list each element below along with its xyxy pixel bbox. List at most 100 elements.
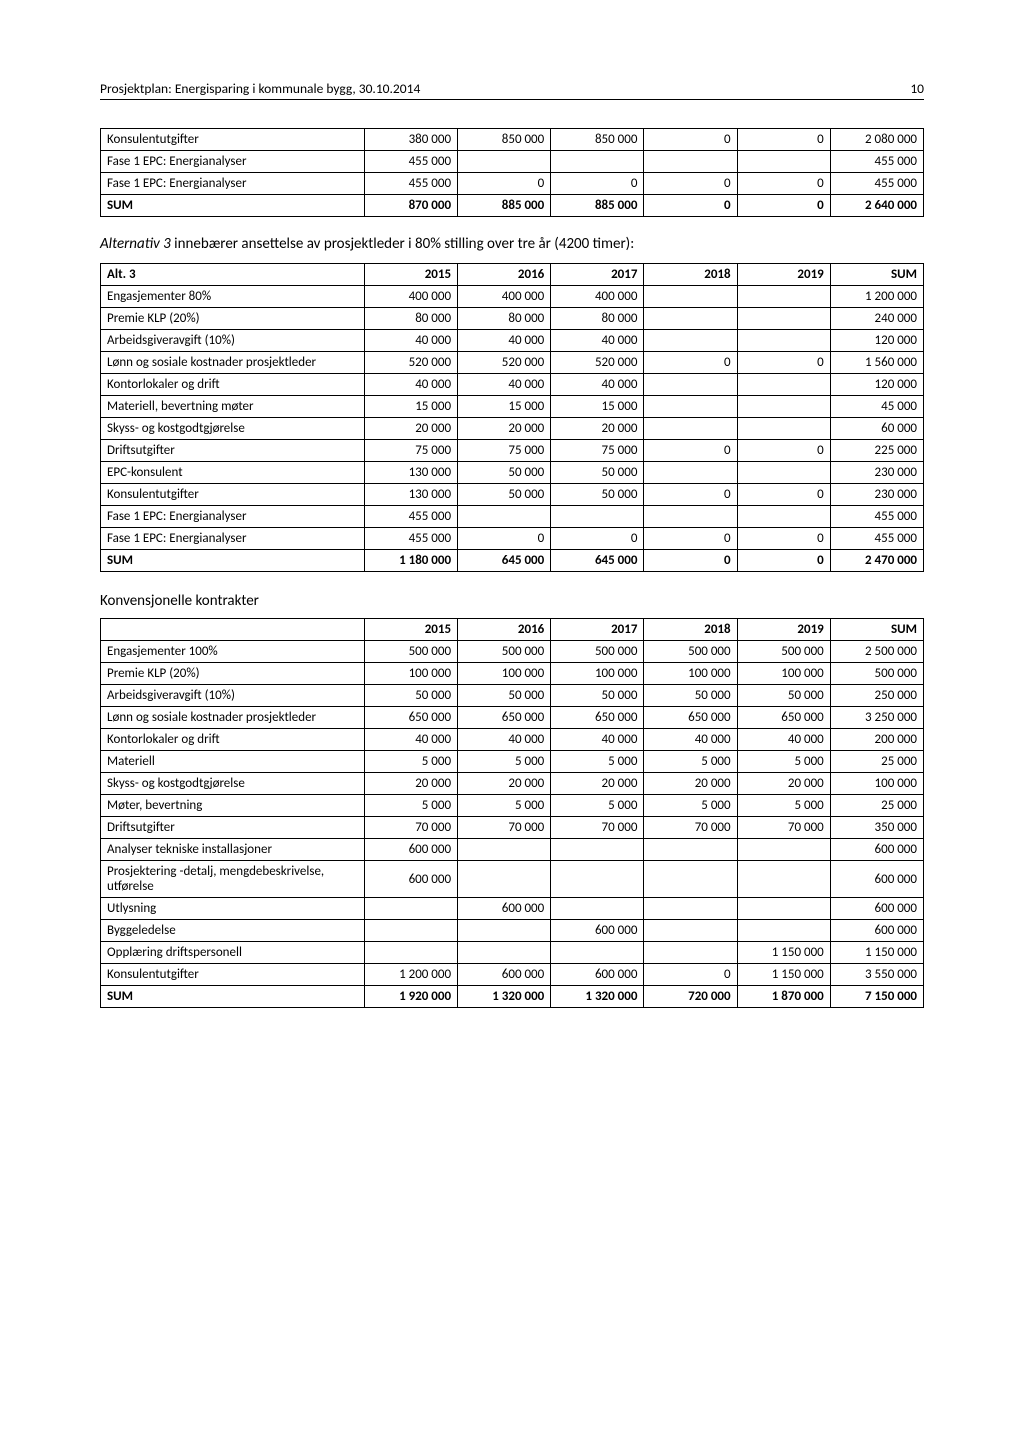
cell-value: 500 000 bbox=[830, 663, 923, 685]
cell-value bbox=[644, 374, 737, 396]
cell-value: 0 bbox=[737, 550, 830, 572]
table-row: Arbeidsgiveravgift (10%)40 00040 00040 0… bbox=[101, 330, 924, 352]
cell-value: 80 000 bbox=[364, 308, 457, 330]
cell-value: 0 bbox=[551, 173, 644, 195]
cell-value: 100 000 bbox=[737, 663, 830, 685]
table-top: Konsulentutgifter380 000850 000850 00000… bbox=[100, 128, 924, 217]
alt3-intro: Alternativ 3 innebærer ansettelse av pro… bbox=[100, 235, 924, 253]
cell-value: 20 000 bbox=[644, 773, 737, 795]
column-header: 2017 bbox=[551, 264, 644, 286]
cell-value: 600 000 bbox=[458, 898, 551, 920]
cell-value: 230 000 bbox=[830, 462, 923, 484]
cell-value: 350 000 bbox=[830, 817, 923, 839]
cell-value: 50 000 bbox=[737, 685, 830, 707]
table-row: Opplæring driftspersonell1 150 0001 150 … bbox=[101, 942, 924, 964]
row-label: Driftsutgifter bbox=[101, 817, 365, 839]
cell-value bbox=[644, 151, 737, 173]
cell-value bbox=[458, 151, 551, 173]
cell-value: 0 bbox=[644, 173, 737, 195]
column-header bbox=[101, 619, 365, 641]
cell-value: 240 000 bbox=[830, 308, 923, 330]
cell-value: 1 200 000 bbox=[830, 286, 923, 308]
cell-value: 40 000 bbox=[364, 330, 457, 352]
cell-value bbox=[644, 898, 737, 920]
row-label: Byggeledelse bbox=[101, 920, 365, 942]
row-label: Fase 1 EPC: Energianalyser bbox=[101, 506, 365, 528]
cell-value: 0 bbox=[551, 528, 644, 550]
cell-value bbox=[551, 506, 644, 528]
table-row: Utlysning 600 000 600 000 bbox=[101, 898, 924, 920]
row-label: Kontorlokaler og drift bbox=[101, 729, 365, 751]
row-label: Engasjementer 100% bbox=[101, 641, 365, 663]
row-label: Utlysning bbox=[101, 898, 365, 920]
cell-value: 70 000 bbox=[737, 817, 830, 839]
table-row: Skyss- og kostgodtgjørelse20 00020 00020… bbox=[101, 773, 924, 795]
cell-value: 70 000 bbox=[364, 817, 457, 839]
cell-value: 0 bbox=[644, 352, 737, 374]
cell-value bbox=[551, 942, 644, 964]
konv-title: Konvensjonelle kontrakter bbox=[100, 592, 924, 610]
column-header: 2015 bbox=[364, 264, 457, 286]
row-label: SUM bbox=[101, 986, 365, 1008]
cell-value bbox=[458, 861, 551, 898]
row-label: Skyss- og kostgodtgjørelse bbox=[101, 773, 365, 795]
table-row: Premie KLP (20%)80 00080 00080 000240 00… bbox=[101, 308, 924, 330]
cell-value: 5 000 bbox=[364, 795, 457, 817]
table-row: Byggeledelse600 000600 000 bbox=[101, 920, 924, 942]
cell-value bbox=[644, 462, 737, 484]
cell-value: 885 000 bbox=[458, 195, 551, 217]
cell-value bbox=[364, 898, 457, 920]
cell-value bbox=[644, 418, 737, 440]
cell-value: 455 000 bbox=[364, 173, 457, 195]
table-row: Materiell, bevertning møter15 00015 0001… bbox=[101, 396, 924, 418]
row-label: Lønn og sosiale kostnader prosjektleder bbox=[101, 352, 365, 374]
cell-value: 650 000 bbox=[364, 707, 457, 729]
table-row: Konsulentutgifter1 200 000600 000600 000… bbox=[101, 964, 924, 986]
cell-value: 500 000 bbox=[737, 641, 830, 663]
cell-value: 1 870 000 bbox=[737, 986, 830, 1008]
cell-value: 650 000 bbox=[737, 707, 830, 729]
cell-value: 15 000 bbox=[551, 396, 644, 418]
cell-value: 1 150 000 bbox=[830, 942, 923, 964]
cell-value: 455 000 bbox=[830, 173, 923, 195]
cell-value: 650 000 bbox=[644, 707, 737, 729]
column-header: 2017 bbox=[551, 619, 644, 641]
cell-value bbox=[644, 920, 737, 942]
cell-value: 0 bbox=[737, 528, 830, 550]
row-label: EPC-konsulent bbox=[101, 462, 365, 484]
cell-value: 600 000 bbox=[830, 898, 923, 920]
column-header: 2018 bbox=[644, 619, 737, 641]
cell-value: 80 000 bbox=[458, 308, 551, 330]
cell-value: 885 000 bbox=[551, 195, 644, 217]
cell-value: 50 000 bbox=[551, 484, 644, 506]
cell-value: 120 000 bbox=[830, 330, 923, 352]
table-row: Lønn og sosiale kostnader prosjektleder6… bbox=[101, 707, 924, 729]
row-label: Fase 1 EPC: Energianalyser bbox=[101, 151, 365, 173]
column-header: 2019 bbox=[737, 264, 830, 286]
cell-value: 25 000 bbox=[830, 795, 923, 817]
cell-value: 20 000 bbox=[364, 418, 457, 440]
alt3-intro-rest: innebærer ansettelse av prosjektleder i … bbox=[171, 235, 634, 253]
row-label: Engasjementer 80% bbox=[101, 286, 365, 308]
table-row: Arbeidsgiveravgift (10%)50 00050 00050 0… bbox=[101, 685, 924, 707]
cell-value: 0 bbox=[458, 528, 551, 550]
cell-value: 40 000 bbox=[364, 729, 457, 751]
cell-value: 455 000 bbox=[830, 151, 923, 173]
cell-value: 380 000 bbox=[364, 129, 457, 151]
cell-value: 5 000 bbox=[737, 795, 830, 817]
cell-value: 40 000 bbox=[737, 729, 830, 751]
cell-value: 20 000 bbox=[737, 773, 830, 795]
row-label: SUM bbox=[101, 550, 365, 572]
cell-value bbox=[737, 506, 830, 528]
cell-value: 40 000 bbox=[364, 374, 457, 396]
cell-value bbox=[737, 374, 830, 396]
cell-value: 45 000 bbox=[830, 396, 923, 418]
cell-value: 100 000 bbox=[364, 663, 457, 685]
table-row: Konsulentutgifter380 000850 000850 00000… bbox=[101, 129, 924, 151]
cell-value: 25 000 bbox=[830, 751, 923, 773]
cell-value: 75 000 bbox=[364, 440, 457, 462]
row-label: Premie KLP (20%) bbox=[101, 308, 365, 330]
cell-value: 5 000 bbox=[737, 751, 830, 773]
cell-value: 50 000 bbox=[364, 685, 457, 707]
table-row: SUM1 180 000645 000645 000002 470 000 bbox=[101, 550, 924, 572]
